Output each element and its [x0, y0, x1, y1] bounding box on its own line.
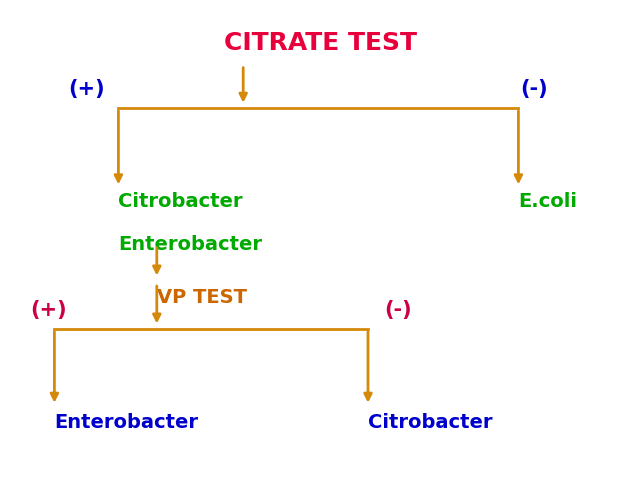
Text: (-): (-) [520, 79, 548, 99]
Text: E.coli: E.coli [518, 192, 577, 211]
Text: (+): (+) [31, 300, 67, 320]
Text: Citrobacter: Citrobacter [368, 413, 493, 432]
Text: (-): (-) [384, 300, 412, 320]
Text: VP TEST: VP TEST [157, 288, 247, 307]
Text: Enterobacter: Enterobacter [118, 235, 262, 254]
Text: (+): (+) [68, 79, 105, 99]
Text: CITRATE TEST: CITRATE TEST [223, 31, 417, 55]
Text: Citrobacter: Citrobacter [118, 192, 243, 211]
Text: Enterobacter: Enterobacter [54, 413, 198, 432]
